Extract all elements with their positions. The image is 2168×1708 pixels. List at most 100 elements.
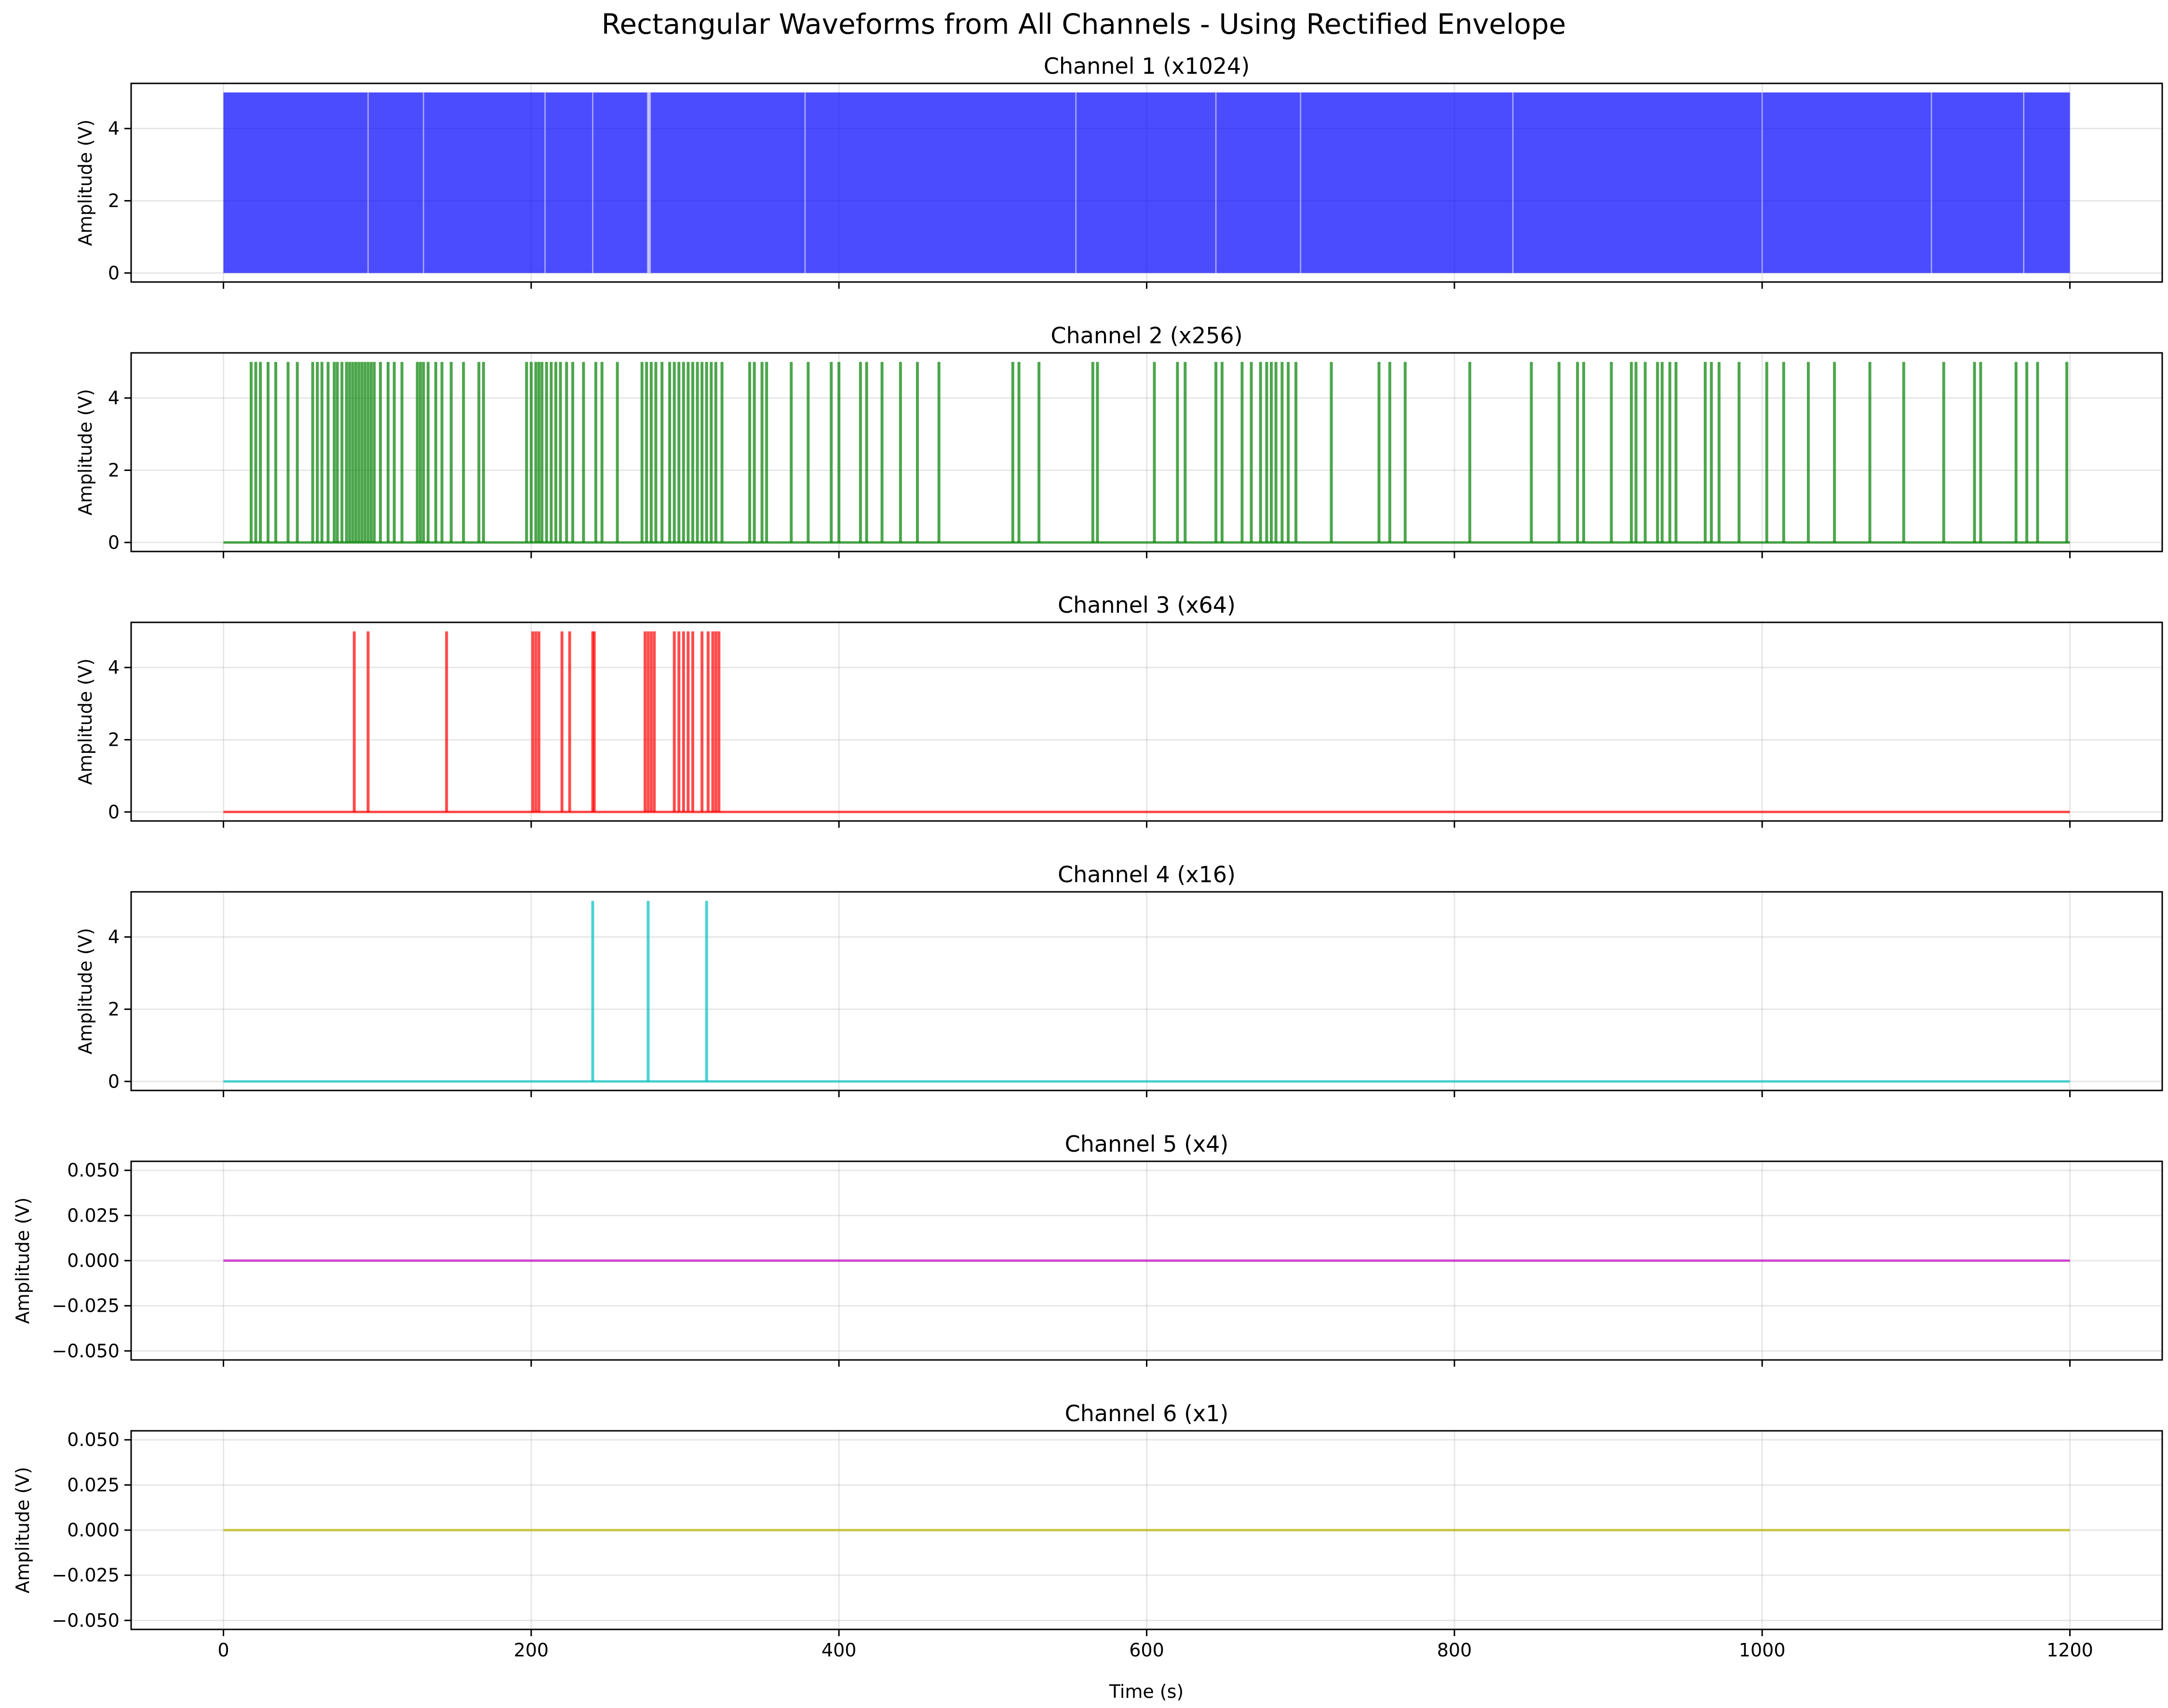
pulse <box>660 362 664 543</box>
pulse <box>419 362 422 543</box>
pulse <box>364 362 367 543</box>
pulse <box>1660 362 1664 543</box>
pulse <box>531 631 535 812</box>
pulse <box>714 631 717 812</box>
y-tick-label: 4 <box>108 927 120 948</box>
pulse <box>354 362 357 543</box>
y-axis-label: Amplitude (V) <box>75 659 96 785</box>
pulse <box>545 362 548 543</box>
pulse <box>529 362 533 543</box>
pulse <box>259 362 262 543</box>
pulse <box>320 362 323 543</box>
pulse <box>568 631 571 812</box>
panel-title: Channel 1 (x1024) <box>1044 53 1250 79</box>
pulse <box>348 362 351 543</box>
pulse <box>434 362 437 543</box>
x-tick-label: 1000 <box>1739 1640 1786 1661</box>
pulse <box>336 362 339 543</box>
panels: 0 2 4 Channel 1 (x1024) Amplitude (V) 0 2 4 Chan… <box>12 53 2163 1661</box>
pulse <box>1765 362 1768 543</box>
pulse <box>691 362 694 543</box>
y-axis-label: Amplitude (V) <box>12 1197 33 1324</box>
pulse <box>1656 362 1659 543</box>
pulse <box>1184 362 1187 543</box>
panel-title: Channel 3 (x64) <box>1058 592 1236 618</box>
pulse <box>748 362 752 543</box>
pulse <box>646 901 650 1082</box>
pulse <box>1634 362 1638 543</box>
y-tick-label: 0 <box>108 1071 120 1092</box>
pulse <box>345 362 348 543</box>
pulse <box>1153 362 1156 543</box>
pulse <box>1973 362 1976 543</box>
pulse <box>592 631 596 812</box>
pulse <box>700 362 704 543</box>
pulse <box>1902 362 1905 543</box>
pulse <box>700 631 704 812</box>
pulse <box>1091 362 1094 543</box>
pulse <box>379 362 382 543</box>
panel-4: 0 2 4 Channel 4 (x16) Amplitude (V) <box>75 861 2163 1097</box>
pulse <box>2036 362 2039 543</box>
pulse <box>649 362 653 543</box>
y-tick-label: 0 <box>108 532 120 553</box>
pulse <box>296 362 299 543</box>
pulse <box>673 631 676 812</box>
pulse <box>645 362 648 543</box>
y-tick-label: 0.025 <box>67 1205 120 1226</box>
pulse <box>1782 362 1785 543</box>
pulse <box>1710 362 1713 543</box>
x-tick-label: 200 <box>514 1640 549 1661</box>
pulse <box>286 362 290 543</box>
pulse <box>1250 362 1253 543</box>
pulse <box>565 362 568 543</box>
pulse <box>445 631 448 812</box>
pulse <box>352 631 356 812</box>
pulse <box>859 362 862 543</box>
pulse <box>837 362 841 543</box>
y-tick-label: 0.000 <box>67 1250 120 1271</box>
panel-title: Channel 6 (x1) <box>1065 1400 1229 1426</box>
pulse <box>830 362 833 543</box>
pulse <box>525 362 528 543</box>
pulse <box>591 901 594 1082</box>
pulse <box>591 631 594 812</box>
pulse <box>649 631 653 812</box>
pulse <box>899 362 902 543</box>
pulse <box>534 362 538 543</box>
y-tick-label: −0.050 <box>52 1340 120 1361</box>
pulse <box>426 362 430 543</box>
y-tick-label: 2 <box>108 998 120 1020</box>
pulse <box>422 362 425 543</box>
pulse <box>400 362 404 543</box>
pulse <box>646 631 650 812</box>
panel-title: Channel 5 (x4) <box>1065 1131 1229 1157</box>
pulse <box>1610 362 1613 543</box>
pulse <box>687 631 690 812</box>
pulse <box>865 362 868 543</box>
pulse <box>550 362 553 543</box>
pulse <box>710 362 713 543</box>
pulse <box>1011 362 1014 543</box>
y-tick-label: 0 <box>108 801 120 822</box>
pulse <box>1280 362 1284 543</box>
pulse <box>600 362 604 543</box>
y-tick-label: 2 <box>108 190 120 211</box>
y-tick-label: 0.025 <box>67 1474 120 1495</box>
pulse <box>326 362 330 543</box>
pulse <box>387 362 390 543</box>
x-tick-label: 0 <box>217 1640 229 1661</box>
y-tick-label: 0.050 <box>67 1429 120 1451</box>
panel-6: 0 200 400 600 800 1000 1200 −0.050 −0.025 0.000 0.… <box>12 1400 2163 1661</box>
pulse <box>440 362 444 543</box>
y-axis-label: Amplitude (V) <box>12 1467 33 1593</box>
x-tick-label: 600 <box>1129 1640 1164 1661</box>
pulse <box>1270 362 1273 543</box>
pulse <box>1388 362 1391 543</box>
pulse <box>807 362 810 543</box>
pulse <box>1582 362 1585 543</box>
pulse <box>1868 362 1872 543</box>
pulse <box>668 362 672 543</box>
pulse <box>1668 362 1671 543</box>
pulse <box>616 362 619 543</box>
